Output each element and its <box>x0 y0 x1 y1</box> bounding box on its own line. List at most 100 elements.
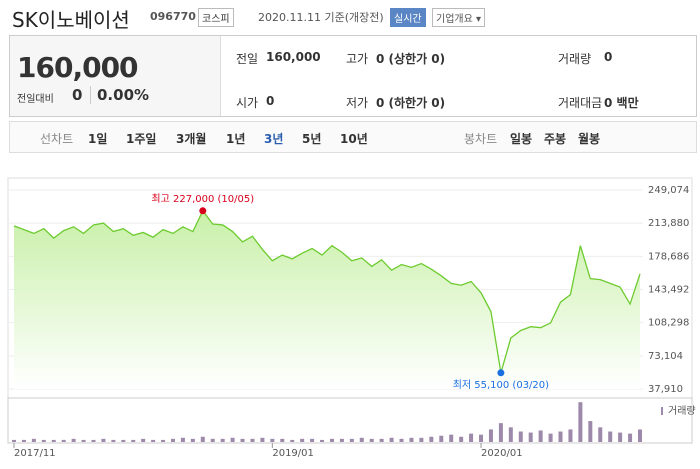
period-tab[interactable]: 1일 <box>88 132 108 146</box>
candle-tab[interactable]: 주봉 <box>544 132 567 146</box>
price-area <box>14 210 640 389</box>
y-tick-label: 178,686 <box>648 251 689 262</box>
volume-bar <box>359 437 364 442</box>
volume-bar <box>31 438 36 442</box>
volume-bar <box>81 439 86 442</box>
min-label: 최저 55,100 (03/20) <box>453 379 549 391</box>
volume-bar <box>101 438 106 442</box>
volume-bar <box>161 439 166 442</box>
volume-bar <box>558 431 563 442</box>
volume-bar <box>598 427 603 442</box>
volume-bar <box>250 438 255 442</box>
rate: 0.00% <box>90 86 149 104</box>
volume-bar <box>200 436 205 442</box>
x-tick-label: 2017/11 <box>14 448 56 459</box>
date: 2020.11.11 기준(개장전) <box>258 11 384 24</box>
candle-label: 봉차트 <box>464 132 498 146</box>
volume-bar <box>220 438 225 442</box>
volume-bar <box>131 439 136 442</box>
info-label: 저가 <box>346 96 369 110</box>
info-value: 0 (하한가 0) <box>376 96 446 110</box>
volume-bar <box>369 438 374 442</box>
volume-bar <box>419 437 424 442</box>
volume-bar <box>429 436 434 442</box>
volume-bar <box>329 438 334 442</box>
info-value: 0 <box>604 50 613 64</box>
volume-bar <box>528 432 533 442</box>
info-label: 시가 <box>236 96 259 110</box>
max-marker <box>199 207 207 215</box>
x-tick-label: 2020/01 <box>481 448 523 459</box>
volume-bar <box>568 429 573 442</box>
info-value: 160,000 <box>266 50 321 64</box>
price: 160,000 <box>17 51 139 84</box>
volume-bar <box>498 423 503 442</box>
y-tick-label: 37,910 <box>648 384 683 395</box>
price-line <box>13 209 641 373</box>
volume-bar <box>170 438 175 442</box>
volume-bar <box>439 435 444 442</box>
volume-bar <box>469 433 474 442</box>
line-label: 선차트 <box>40 132 74 146</box>
volume-frame <box>7 397 693 444</box>
volume-bar <box>121 439 126 442</box>
volume-bar <box>180 437 185 442</box>
info-label: 거래대금 <box>558 96 603 110</box>
candle-tab[interactable]: 월봉 <box>578 132 601 146</box>
volume-bar <box>240 438 245 442</box>
volume-bar <box>409 437 414 442</box>
change-label: 전일대비 <box>17 94 54 105</box>
period-tab[interactable]: 3개월 <box>176 132 207 146</box>
volume-label: 거래량 <box>668 405 696 417</box>
volume-bar <box>339 438 344 442</box>
volume-bar <box>548 433 553 442</box>
period-tab[interactable]: 3년 <box>264 132 284 146</box>
volume-bar <box>111 439 116 442</box>
info-label: 전일 <box>236 52 259 66</box>
volume-bar <box>190 438 195 442</box>
volume-bar <box>270 438 275 442</box>
tab-bar: 선차트 1일 1주일 3개월 1년 3년 5년 10년 봉차트 일봉 주봉 월봉 <box>9 121 697 153</box>
volume-bar <box>210 438 215 442</box>
volume-legend <box>661 407 663 415</box>
volume-bar <box>91 439 96 442</box>
period-tab[interactable]: 1주일 <box>126 132 157 146</box>
volume-bar <box>310 438 315 442</box>
volume-bar <box>320 439 325 442</box>
info-label: 거래량 <box>558 52 592 66</box>
x-tick-label: 2019/01 <box>272 448 314 459</box>
company-button[interactable]: 기업개요 ▾ <box>432 8 485 27</box>
volume-bar <box>61 439 66 442</box>
volume-bar <box>280 438 285 442</box>
y-tick-label: 143,492 <box>648 285 689 296</box>
volume-bar <box>608 431 613 442</box>
volume-bar <box>449 434 454 442</box>
info-value: 0 백만 <box>604 96 639 110</box>
volume-bar <box>300 438 305 442</box>
y-tick-label: 73,104 <box>648 351 683 362</box>
period-tab[interactable]: 5년 <box>302 132 322 146</box>
volume-bar <box>399 438 404 442</box>
period-tab[interactable]: 10년 <box>340 132 368 146</box>
volume-bar <box>151 439 156 442</box>
volume-bar <box>141 438 146 442</box>
y-tick-label: 249,074 <box>648 185 689 196</box>
volume-bar <box>230 437 235 442</box>
volume-bar <box>518 431 523 442</box>
info-value: 0 <box>266 94 275 108</box>
volume-bar <box>628 433 633 442</box>
volume-bar <box>488 429 493 442</box>
realtime-button[interactable]: 실시간 <box>390 8 426 27</box>
quote-box: 160,000 전일대비 0 0.00% 전일 160,000 고가 0 (상한가 0… <box>9 35 697 117</box>
volume-bar <box>459 436 464 442</box>
stock-name: SK이노베이션 <box>12 8 130 32</box>
candle-tab[interactable]: 일봉 <box>510 132 533 146</box>
volume-bar <box>588 421 593 442</box>
volume-bar <box>389 437 394 442</box>
min-marker <box>497 369 505 377</box>
period-tab[interactable]: 1년 <box>226 132 246 146</box>
volume-bar <box>538 430 543 442</box>
volume-bar <box>290 439 295 442</box>
info-value: 0 (상한가 0) <box>376 52 446 66</box>
